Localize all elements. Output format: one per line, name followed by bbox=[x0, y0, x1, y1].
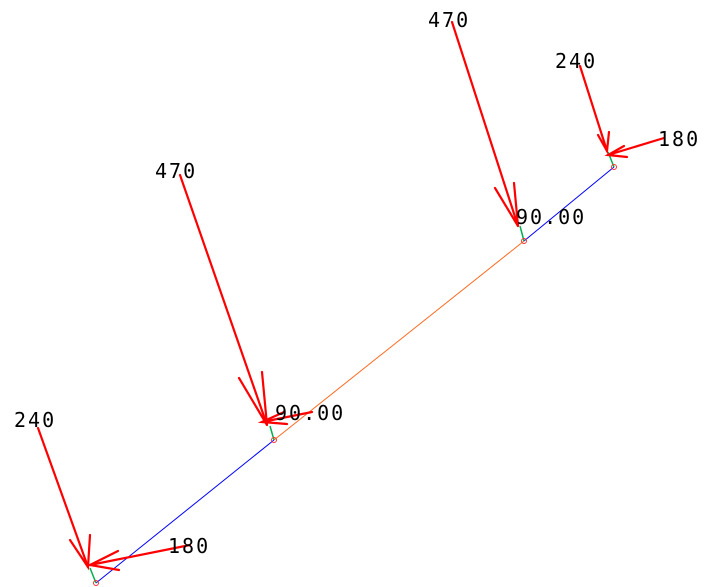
label-left-vertical-load: 240 bbox=[14, 408, 56, 432]
load-arrow-right-vertical bbox=[578, 64, 611, 155]
label-mid-right-vertical-load: 470 bbox=[428, 8, 470, 32]
label-mid-left-vertical-load: 470 bbox=[155, 159, 197, 183]
label-mid-left-moment: 90.00 bbox=[275, 401, 345, 425]
load-arrow-left-horizontal bbox=[86, 543, 192, 572]
load-arrow-mid-right-vertical bbox=[450, 20, 520, 228]
label-right-horizontal-load: 180 bbox=[658, 127, 700, 151]
moment-arrow-mid-left bbox=[257, 410, 314, 426]
member-right-blue bbox=[523, 166, 615, 242]
load-arrow-left-vertical bbox=[36, 426, 92, 571]
node-left bbox=[93, 580, 99, 586]
node-mid-left bbox=[271, 437, 277, 443]
label-left-horizontal-load: 180 bbox=[168, 534, 210, 558]
member-middle-orange bbox=[273, 240, 525, 441]
member-left-blue bbox=[95, 439, 275, 584]
load-arrow-mid-left-vertical bbox=[178, 173, 269, 427]
load-arrow-right-horizontal bbox=[604, 136, 666, 159]
label-mid-right-moment: 90.00 bbox=[516, 205, 586, 229]
node-mid-right bbox=[521, 238, 527, 244]
label-right-vertical-load: 240 bbox=[555, 49, 597, 73]
node-right bbox=[611, 164, 617, 170]
